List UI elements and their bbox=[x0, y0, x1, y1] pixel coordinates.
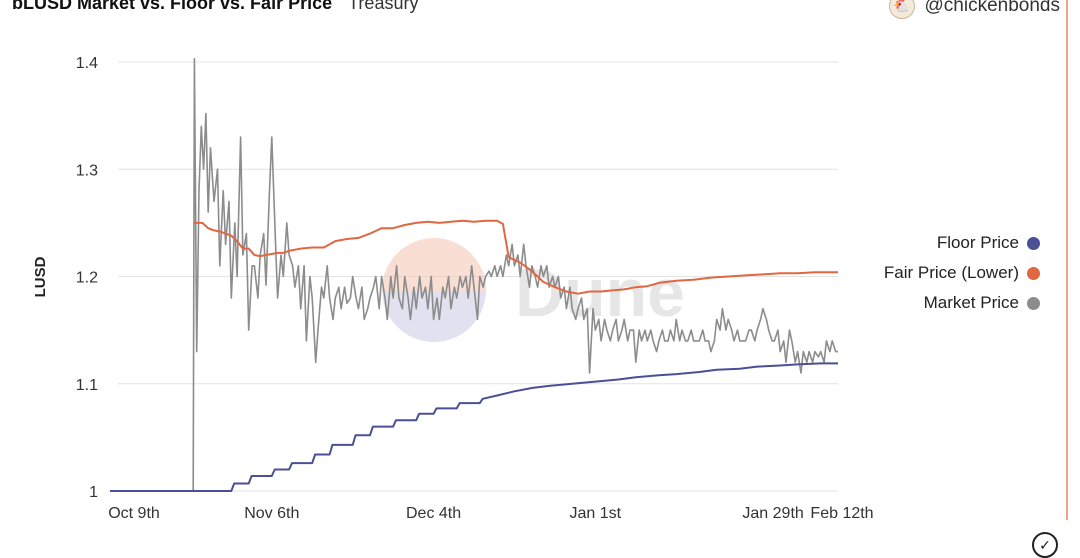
panel-edge-divider bbox=[1066, 0, 1068, 520]
legend-item-fair-price[interactable]: Fair Price (Lower) bbox=[884, 262, 1040, 284]
series-line-market[interactable] bbox=[110, 58, 838, 492]
x-tick-label: Feb 12th bbox=[810, 505, 873, 522]
x-tick-label: Jan 1st bbox=[570, 505, 622, 522]
legend-dot-market bbox=[1027, 296, 1040, 310]
legend-dot-floor bbox=[1027, 236, 1040, 250]
chart-subtitle[interactable]: Treasury bbox=[348, 0, 419, 13]
author-link[interactable]: 🐔 @chickenbonds bbox=[888, 0, 1060, 19]
legend-label: Fair Price (Lower) bbox=[883, 263, 1019, 282]
y-tick-label: 1 bbox=[89, 484, 98, 501]
chicken-avatar-icon: 🐔 bbox=[888, 0, 915, 19]
x-tick-label: Jan 29th bbox=[742, 505, 803, 522]
series-lines bbox=[110, 58, 838, 492]
x-tick-label: Dec 4th bbox=[406, 505, 461, 522]
legend-dot-fair bbox=[1027, 266, 1040, 280]
dune-watermark: Dune bbox=[382, 238, 685, 342]
y-tick-label: 1.1 bbox=[76, 377, 98, 394]
y-tick-label: 1.2 bbox=[76, 270, 98, 287]
x-tick-label: Oct 9th bbox=[108, 505, 160, 522]
y-axis-ticks: 1 1.1 1.2 1.3 1.4 bbox=[76, 55, 98, 501]
author-handle[interactable]: @chickenbonds bbox=[924, 0, 1060, 16]
y-axis-title: LUSD bbox=[32, 256, 49, 297]
legend-label: Market Price bbox=[923, 293, 1019, 312]
series-line-fair[interactable] bbox=[193, 219, 838, 295]
chart-title: bLUSD Market vs. Floor vs. Fair Price bbox=[12, 0, 333, 13]
y-tick-label: 1.3 bbox=[76, 162, 98, 179]
legend-label: Floor Price bbox=[936, 233, 1019, 252]
series-line-floor[interactable] bbox=[110, 362, 838, 492]
chart-header: bLUSD Market vs. Floor vs. Fair Price Tr… bbox=[12, 0, 418, 21]
x-axis-ticks: Oct 9th Nov 6th Dec 4th Jan 1st Jan 29th Feb … bbox=[108, 505, 873, 522]
check-circle-icon[interactable]: ✓ bbox=[1032, 532, 1058, 558]
legend: Floor Price Fair Price (Lower) Market Pr… bbox=[884, 232, 1040, 314]
dune-watermark-text: Dune bbox=[515, 255, 685, 331]
legend-item-market-price[interactable]: Market Price bbox=[924, 292, 1040, 314]
y-tick-label: 1.4 bbox=[76, 55, 98, 72]
x-tick-label: Nov 6th bbox=[244, 505, 299, 522]
legend-item-floor-price[interactable]: Floor Price bbox=[937, 232, 1040, 254]
